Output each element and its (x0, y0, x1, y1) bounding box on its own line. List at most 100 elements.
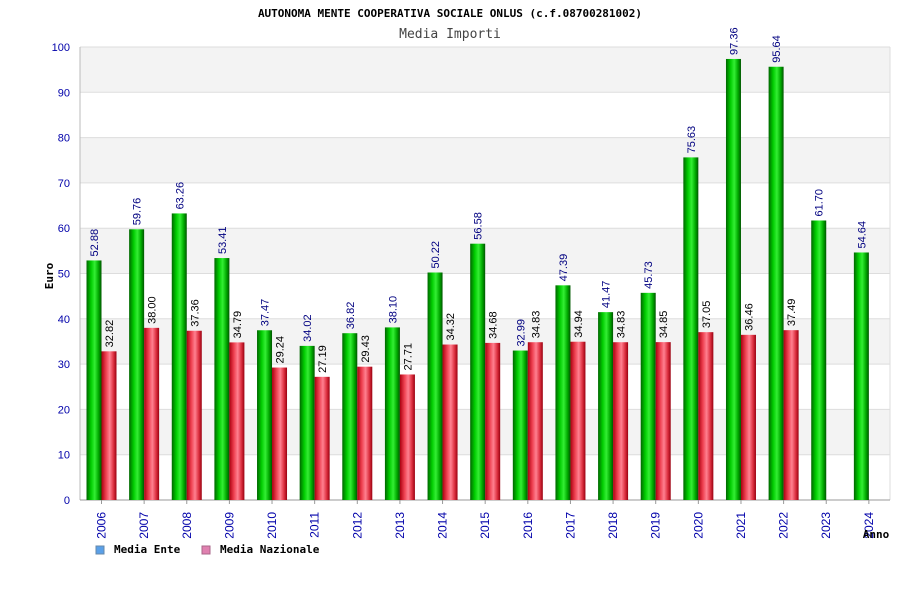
bar-ente (768, 66, 784, 501)
value-label-ente: 63.26 (174, 182, 186, 210)
value-label-nazionale: 34.83 (530, 311, 542, 339)
bar-ente (427, 272, 443, 500)
y-tick-label: 20 (58, 404, 70, 416)
value-label-nazionale: 34.79 (232, 311, 244, 339)
value-label-ente: 47.39 (558, 254, 570, 282)
bar-nazionale (485, 342, 501, 500)
bar-nazionale (698, 332, 714, 500)
value-label-nazionale: 37.05 (701, 301, 713, 329)
y-tick-label: 80 (58, 133, 70, 145)
value-label-ente: 37.47 (260, 299, 272, 327)
bar-nazionale (783, 330, 799, 500)
bar-ente (384, 327, 400, 500)
x-tick-label: 2007 (137, 512, 151, 539)
value-label-ente: 52.88 (89, 229, 101, 257)
value-label-nazionale: 34.83 (616, 311, 628, 339)
x-tick-label: 2008 (180, 512, 194, 539)
bar-nazionale (655, 342, 671, 500)
value-label-nazionale: 27.71 (402, 343, 414, 371)
legend-swatch-nazionale (201, 545, 211, 555)
bar-ente (683, 157, 699, 500)
value-label-nazionale: 38.00 (147, 296, 159, 324)
x-tick-label: 2019 (649, 512, 663, 539)
value-label-ente: 56.58 (473, 212, 485, 240)
bar-ente (86, 260, 102, 500)
bar-nazionale (144, 327, 160, 500)
grid-band (80, 137, 890, 183)
value-label-ente: 41.47 (601, 281, 613, 309)
value-label-nazionale: 34.85 (658, 311, 670, 339)
bar-ente (342, 333, 358, 500)
bar-nazionale (570, 341, 586, 500)
y-tick-label: 40 (58, 314, 70, 326)
bar-ente (811, 220, 827, 500)
value-label-nazionale: 36.46 (743, 303, 755, 331)
value-label-ente: 61.70 (814, 189, 826, 217)
x-tick-label: 2021 (734, 512, 748, 539)
y-tick-label: 60 (58, 223, 70, 235)
y-tick-label: 50 (58, 269, 70, 281)
x-tick-label: 2020 (691, 512, 705, 539)
x-tick-label: 2010 (265, 512, 279, 539)
value-label-nazionale: 34.32 (445, 313, 457, 341)
chart-subtitle: Media Importi (399, 27, 501, 42)
x-tick-label: 2018 (606, 512, 620, 539)
bar-ente (640, 292, 656, 500)
bar-nazionale (399, 374, 415, 500)
x-tick-label: 2014 (436, 512, 450, 539)
value-label-ente: 38.10 (387, 296, 399, 324)
value-label-nazionale: 37.49 (786, 299, 798, 327)
legend: Media Ente Media Nazionale (95, 543, 320, 556)
value-label-nazionale: 27.19 (317, 345, 329, 373)
legend-swatch-ente (95, 545, 105, 555)
bar-ente (171, 213, 187, 501)
legend-label-nazionale: Media Nazionale (220, 543, 320, 556)
value-label-ente: 36.82 (345, 302, 357, 330)
y-axis: 0 10 20 30 40 50 60 70 80 90 100 (52, 42, 70, 507)
x-tick-label: 2013 (393, 512, 407, 539)
value-label-nazionale: 37.36 (189, 299, 201, 327)
bar-ente (299, 345, 315, 500)
y-axis-label: Euro (43, 262, 56, 289)
x-tick-label: 2011 (308, 512, 322, 538)
bar-nazionale (357, 366, 373, 500)
value-label-ente: 45.73 (643, 261, 655, 289)
x-tick-label: 2024 (862, 512, 876, 539)
bars-group: 52.88 32.82 59.76 38.00 63.26 37.36 53.41 34.79… (86, 27, 869, 501)
bar-ente (725, 58, 741, 501)
bar-nazionale (527, 342, 543, 500)
value-label-nazionale: 34.94 (573, 310, 585, 338)
bar-nazionale (314, 376, 330, 500)
value-label-ente: 97.36 (728, 27, 740, 55)
x-tick-label: 2022 (777, 512, 791, 539)
x-tick-label: 2012 (350, 512, 364, 539)
y-tick-label: 90 (58, 87, 70, 99)
bar-ente (257, 330, 273, 500)
bar-ente (129, 229, 145, 500)
x-tick-label: 2015 (478, 512, 492, 539)
bar-nazionale (229, 342, 245, 500)
x-tick-label: 2009 (222, 512, 236, 539)
x-tick-label: 2023 (819, 512, 833, 539)
x-axis: 2006 2007 2008 2009 2010 2011 2012 2013 2014 2015… (95, 500, 876, 539)
legend-item-ente: Media Ente (95, 543, 181, 556)
bar-nazionale (442, 344, 458, 500)
bar-ente (470, 243, 486, 500)
x-axis-label: Anno (863, 528, 890, 541)
bar-nazionale (740, 334, 756, 500)
value-label-ente: 54.64 (856, 221, 868, 249)
y-tick-label: 70 (58, 178, 70, 190)
y-tick-label: 100 (52, 42, 70, 54)
bar-nazionale (101, 351, 117, 500)
value-label-nazionale: 29.24 (275, 336, 287, 364)
value-label-ente: 34.02 (302, 314, 314, 342)
y-tick-label: 30 (58, 359, 70, 371)
value-label-nazionale: 29.43 (360, 335, 372, 363)
bar-nazionale (613, 342, 629, 500)
value-label-ente: 53.41 (217, 227, 229, 255)
value-label-ente: 32.99 (515, 319, 527, 347)
x-tick-label: 2016 (521, 512, 535, 539)
bar-nazionale (272, 367, 288, 500)
